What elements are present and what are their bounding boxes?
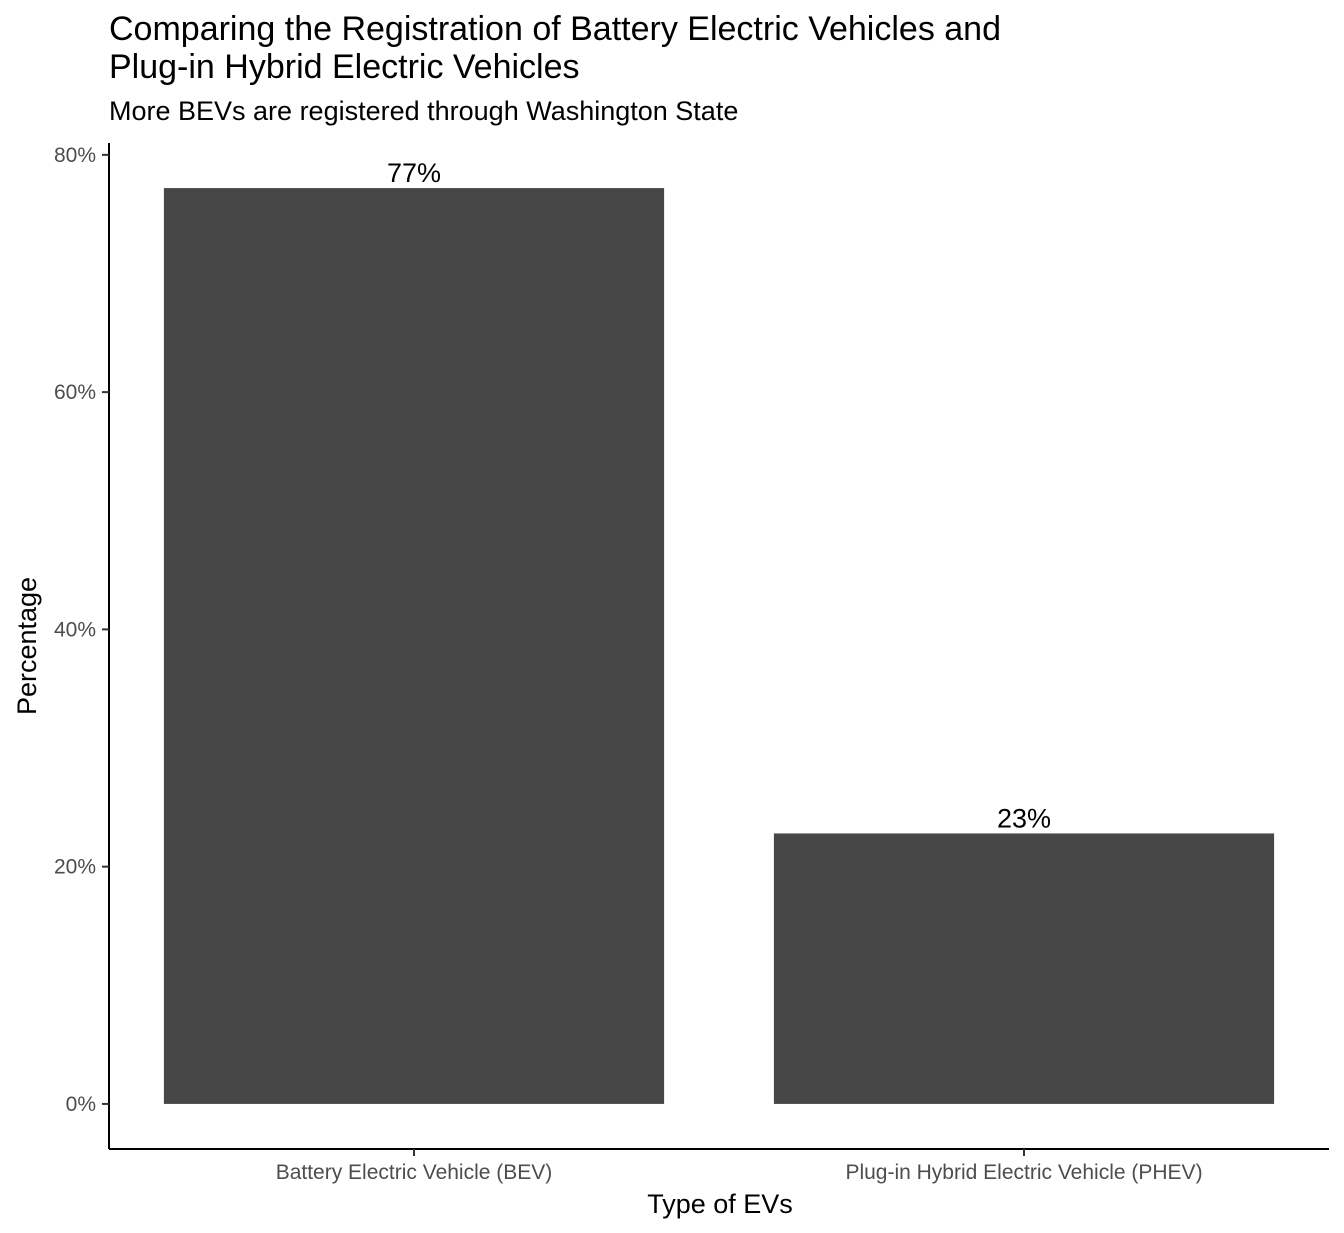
- data-label-0: 77%: [387, 158, 441, 188]
- x-ticks-group: Battery Electric Vehicle (BEV) Plug-in Hy…: [276, 1149, 1203, 1184]
- y-tick-label-4: 80%: [54, 144, 96, 167]
- chart-subtitle: More BEVs are registered through Washing…: [109, 96, 738, 126]
- y-tick-label-1: 20%: [54, 856, 96, 879]
- bar-1: [773, 833, 1275, 1104]
- chart-title-line-1: Comparing the Registration of Battery El…: [109, 10, 1001, 48]
- y-ticks-group: 0% 20% 40% 60% 80%: [54, 144, 109, 1116]
- chart-title-line-2: Plug-in Hybrid Electric Vehicles: [109, 48, 580, 86]
- data-labels-group: 77% 23%: [387, 158, 1051, 833]
- x-tick-label-1: Plug-in Hybrid Electric Vehicle (PHEV): [845, 1161, 1202, 1184]
- y-tick-label-3: 60%: [54, 381, 96, 404]
- y-tick-label-2: 40%: [54, 618, 96, 641]
- y-tick-label-0: 0%: [66, 1093, 96, 1116]
- x-axis-title: Type of EVs: [647, 1189, 793, 1219]
- x-tick-label-0: Battery Electric Vehicle (BEV): [276, 1161, 553, 1184]
- data-label-1: 23%: [997, 803, 1051, 833]
- bars-group: [163, 188, 1275, 1104]
- bar-0: [163, 188, 665, 1104]
- y-axis-title: Percentage: [12, 577, 42, 715]
